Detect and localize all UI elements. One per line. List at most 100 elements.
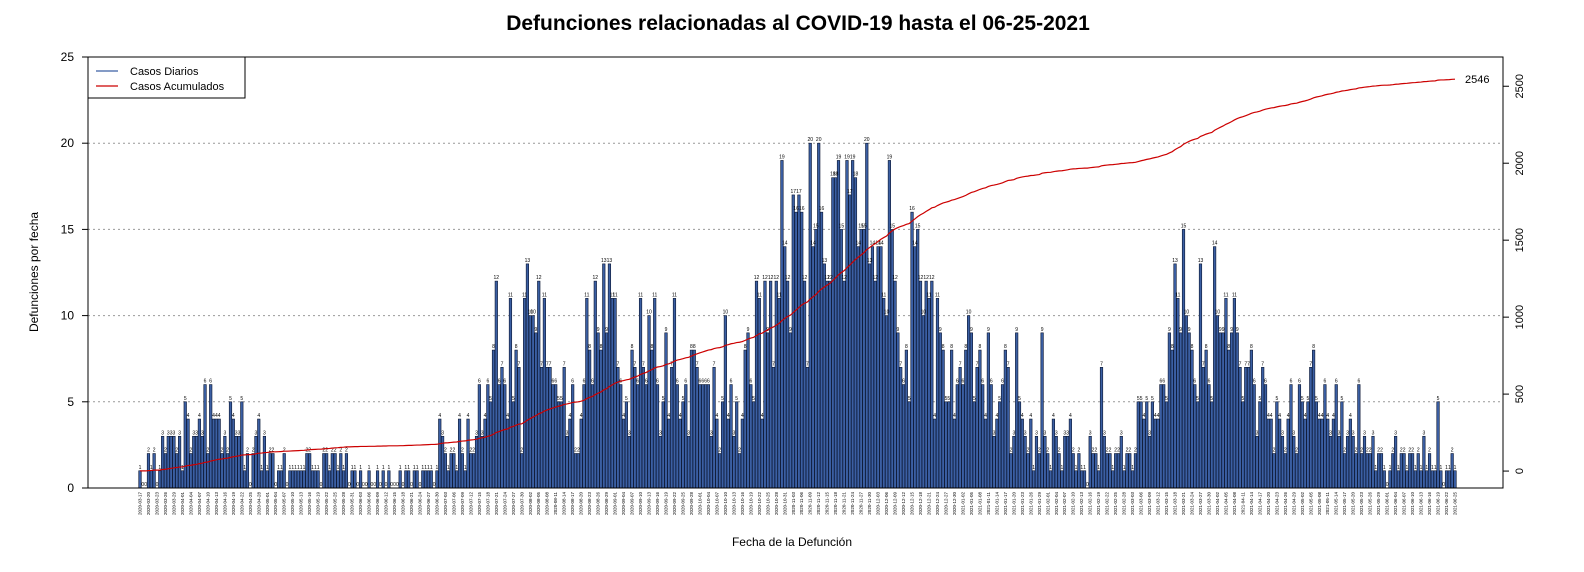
value-label: 1 [359,465,362,471]
value-label: 4 [1157,413,1160,419]
value-label: 9 [1188,327,1191,333]
bar [698,384,702,489]
bar [565,435,569,489]
value-label: 3 [161,430,164,436]
bar [1351,435,1355,489]
bar [1184,315,1188,489]
bar [1170,349,1174,489]
cumulative-line [140,78,1456,472]
value-label: 3 [195,430,198,436]
bar [576,453,580,489]
bar [613,298,617,489]
bar [469,453,473,489]
y-tick-label: 15 [61,222,75,236]
value-label: 2 [1391,448,1394,454]
x-tick-label: 2020-04-07 [197,492,202,516]
value-label: 0 [1086,482,1089,488]
bar [788,332,793,489]
bar [537,280,541,489]
value-label: 2 [1117,448,1120,454]
x-tick-label: 2021-05-02 [1300,492,1305,516]
value-label: 2 [164,448,167,454]
bar [720,401,725,489]
x-tick-label: 2020-11-30 [867,492,872,515]
x-tick-label: 2021-04-05 [1223,492,1228,516]
value-label: 1 [291,465,294,471]
value-label: 8 [693,344,696,350]
x-tick-label: 2020-10-19 [748,492,753,516]
value-label: 12 [929,275,935,281]
value-label: 9 [1236,327,1239,333]
value-label: 5 [184,396,187,402]
value-label: 1 [1131,465,1134,471]
bar [1119,435,1123,489]
value-label: 11 [1223,292,1228,298]
x-tick-label: 2020-12-27 [943,492,948,516]
bar [944,401,948,489]
value-label: 12 [754,275,760,281]
bar [1331,418,1335,489]
x-tick-label: 2020-08-14 [562,492,567,516]
bar [907,401,911,489]
bar [689,349,694,489]
bar [1360,453,1364,489]
value-label: 0 [393,482,396,488]
x-tick-label: 2020-11-12 [816,492,821,515]
value-label: 11 [508,292,513,298]
value-label: 5 [557,396,560,402]
value-label: 3 [1363,430,1366,436]
bar [783,246,787,489]
bar [189,453,193,489]
bar [726,418,730,489]
bar [568,418,572,489]
x-tick-label: 2021-01-05 [969,492,974,516]
value-label: 11 [638,292,643,298]
value-label: 1 [1431,465,1434,471]
x-tick-label: 2021-03-03 [1130,492,1135,516]
value-label: 16 [819,206,825,212]
value-label: 0 [1442,482,1445,488]
x-tick-label: 2021-01-11 [986,492,991,515]
bar [1136,401,1140,489]
value-label: 9 [789,327,792,333]
bar [1235,332,1239,489]
value-label: 0 [410,482,413,488]
value-label: 6 [636,379,639,385]
value-label: 6 [591,379,594,385]
x-tick-label: 2020-10-01 [697,492,702,516]
value-label: 9 [597,327,600,333]
x-tick-label: 2021-04-29 [1291,492,1296,516]
bar [836,160,841,489]
x-tick-label: 2021-05-20 [1351,492,1356,516]
value-label: 5 [1165,396,1168,402]
value-label: 6 [956,379,959,385]
bar [1054,435,1058,489]
bar [1246,367,1251,489]
value-label: 10 [646,310,652,316]
bar [692,349,696,489]
bar [1241,401,1245,489]
bar [876,246,880,489]
x-tick-label: 2020-07-24 [502,492,507,516]
bar [1224,298,1228,489]
value-label: 6 [990,379,993,385]
bar [243,470,247,489]
value-label: 3 [1066,430,1069,436]
bar [1006,367,1010,489]
value-label: 6 [503,379,506,385]
value-label: 11 [542,292,547,298]
value-label: 7 [634,361,637,367]
x-tick-label: 2020-05-22 [324,492,329,516]
value-label: 20 [807,137,813,143]
x-tick-label: 2021-01-23 [1020,492,1025,516]
bar [446,470,450,489]
value-label: 15 [858,223,864,229]
value-label: 8 [588,344,591,350]
value-label: 0 [390,482,393,488]
value-label: 11 [652,292,657,298]
value-label: 1 [413,465,416,471]
bar [1142,418,1146,489]
bar [599,349,603,489]
value-label: 5 [735,396,738,402]
bar [1396,470,1401,489]
